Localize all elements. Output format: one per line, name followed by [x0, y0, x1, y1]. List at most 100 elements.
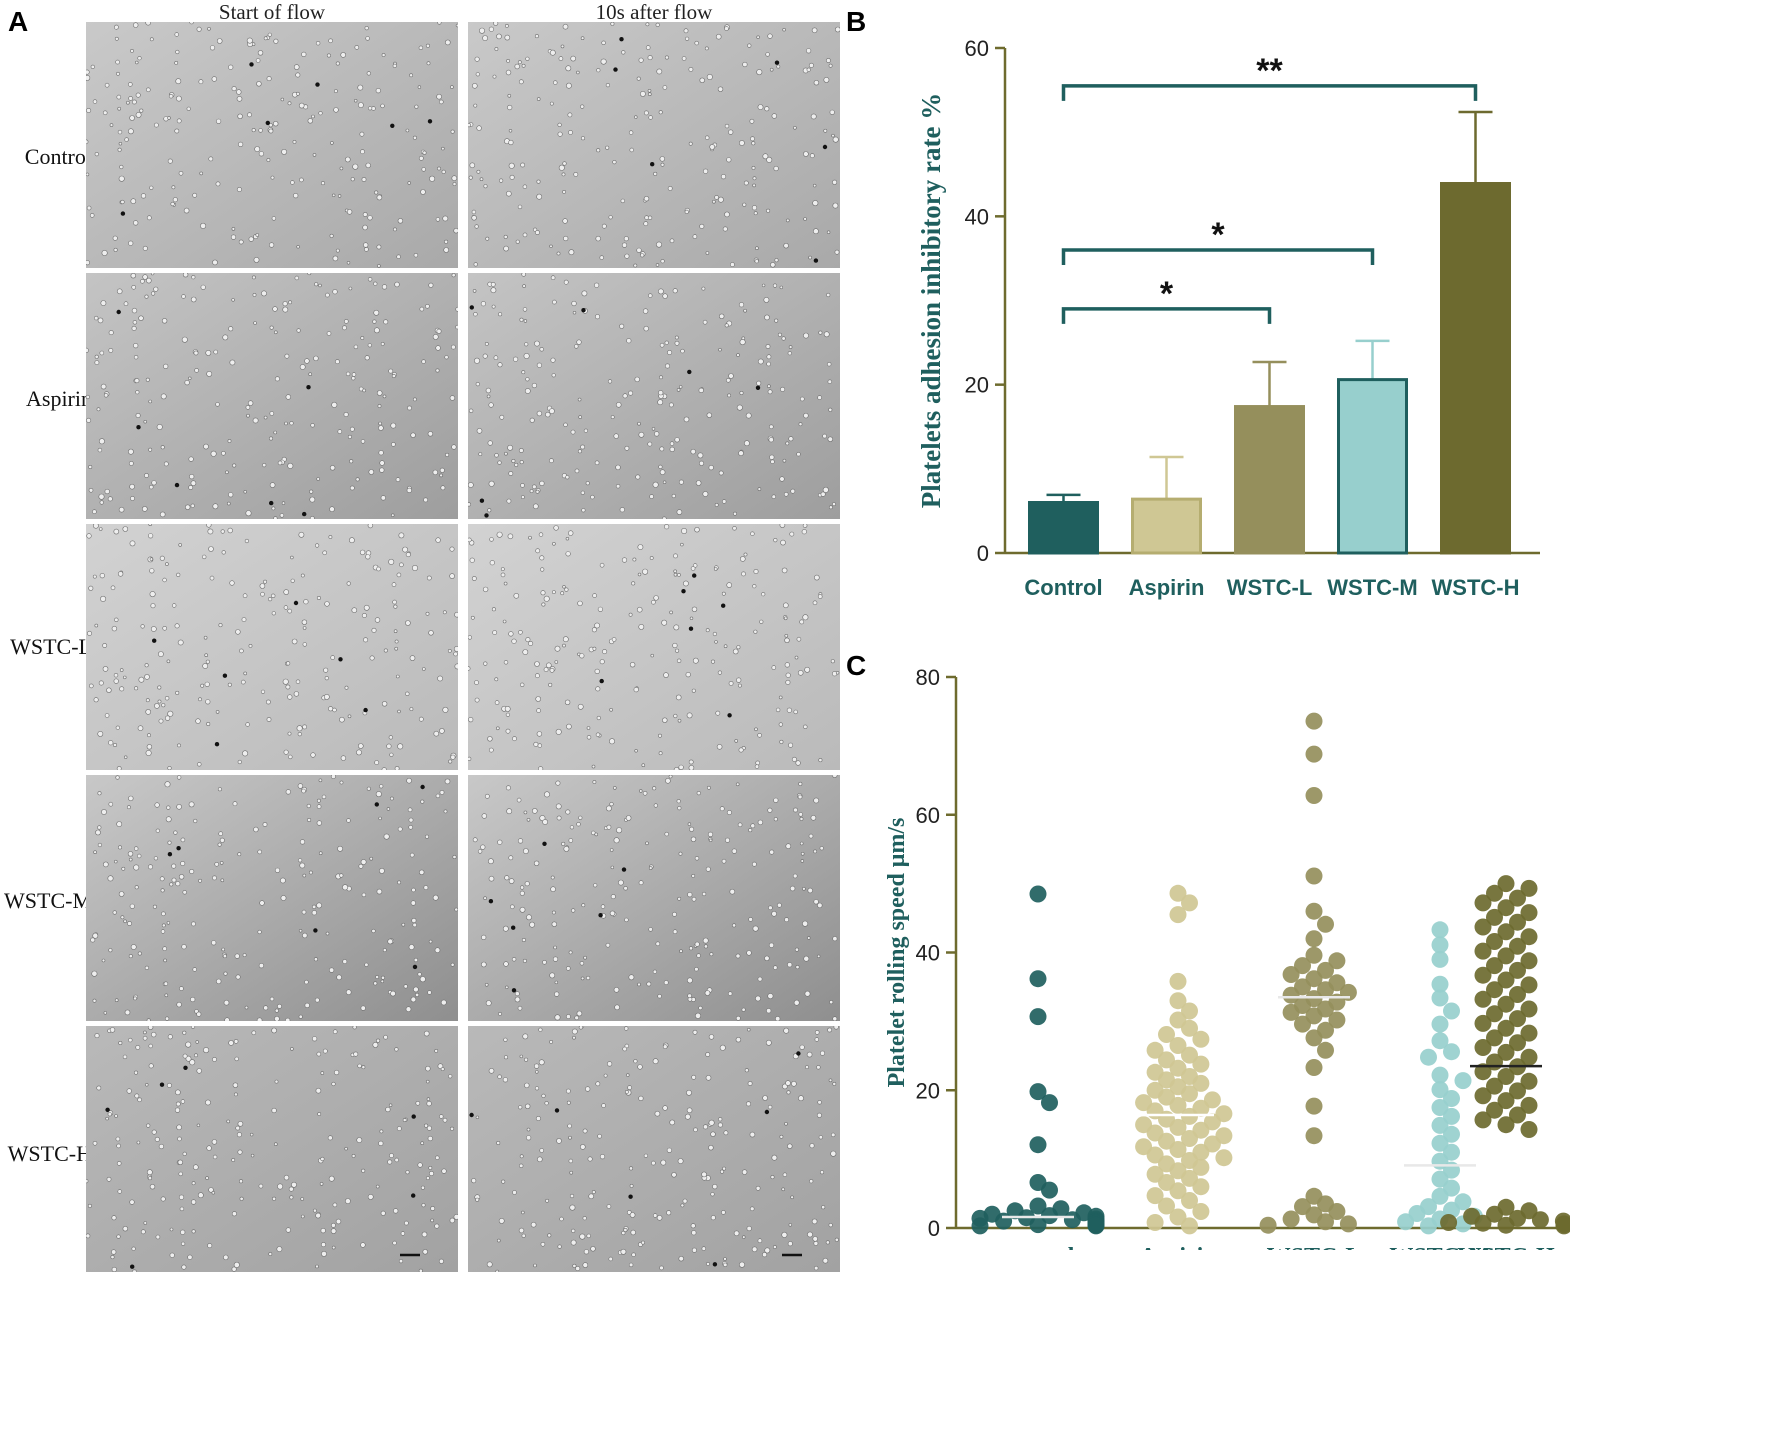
series-wstc-h [1440, 875, 1570, 1235]
data-point [1474, 894, 1492, 912]
data-point [1029, 1083, 1047, 1101]
data-point [1431, 1187, 1449, 1205]
data-point [1509, 961, 1526, 979]
data-point [1192, 1074, 1210, 1092]
micrograph-wstc-h-after [468, 1026, 840, 1272]
data-point [1146, 1146, 1164, 1164]
micrograph-wstc-h-start [86, 1026, 458, 1272]
significance-label: * [1160, 275, 1174, 313]
data-point [1497, 923, 1515, 941]
x-tick-label: WSTC-M [1389, 1244, 1490, 1250]
data-point [1474, 990, 1492, 1008]
micrograph-wstc-l-after [468, 524, 840, 770]
data-point [1328, 1011, 1346, 1029]
micrograph-texture [468, 22, 840, 268]
data-point [1486, 933, 1503, 950]
data-point [1509, 1106, 1526, 1124]
data-point [1509, 937, 1526, 955]
y-tick-label: 80 [916, 665, 940, 690]
data-point [1146, 1041, 1164, 1059]
data-point [1282, 1210, 1300, 1228]
data-point [1474, 1063, 1492, 1081]
data-point [1474, 1087, 1492, 1105]
data-point [1146, 1214, 1164, 1231]
micrograph-control-after [468, 22, 840, 268]
panel-letter-a: A [8, 6, 29, 37]
row-label-wstc-h: WSTC-H [7, 1141, 92, 1166]
data-point [1317, 981, 1334, 999]
data-point [1531, 1211, 1549, 1229]
micrograph-texture [468, 273, 840, 519]
micrograph-wstc-m-after [468, 775, 840, 1021]
data-point [1431, 921, 1449, 939]
data-point [1420, 1217, 1437, 1235]
x-tick-label: Control [1024, 575, 1102, 600]
data-point [1087, 1217, 1105, 1235]
bar-wstc-m [1337, 378, 1408, 555]
panel-letter-b: B [846, 6, 867, 37]
micrograph-texture [86, 22, 458, 268]
bar-control [1028, 501, 1099, 555]
data-point [1029, 885, 1047, 903]
data-point [1431, 1099, 1449, 1116]
data-point [1192, 1178, 1210, 1196]
data-point [1169, 1208, 1187, 1226]
data-point [1282, 986, 1300, 1004]
data-point [1181, 1192, 1198, 1209]
data-point [1041, 1094, 1058, 1112]
data-point [971, 1217, 989, 1235]
data-point [1029, 1136, 1047, 1154]
data-point [1443, 1002, 1460, 1020]
data-point [1520, 1000, 1538, 1018]
bar-chart: 0 20 40 60 Platelets adhesion inhibitory rat… [916, 36, 1540, 600]
data-point [1041, 1181, 1058, 1199]
data-point [1509, 1010, 1526, 1028]
data-point [1520, 1096, 1538, 1114]
data-point [1181, 1085, 1198, 1103]
micrograph-texture [468, 1026, 840, 1272]
data-point [1181, 1019, 1198, 1037]
data-point [1305, 712, 1323, 730]
x-tick-label: WSTC-H [1457, 1244, 1555, 1250]
data-point [1555, 1217, 1570, 1235]
data-point [1474, 918, 1492, 936]
data-point [1486, 981, 1503, 999]
data-point [1431, 936, 1449, 954]
data-point [1509, 1034, 1526, 1052]
data-point [1520, 952, 1538, 970]
data-point [1146, 1187, 1164, 1205]
data-point [1474, 1039, 1492, 1056]
data-point [1181, 1130, 1198, 1147]
x-tick-label: WSTC-L [1267, 1244, 1362, 1250]
data-point [1169, 906, 1187, 924]
data-point [1520, 1024, 1538, 1042]
row-label-control: Control [24, 144, 92, 169]
data-point [1497, 1043, 1515, 1061]
data-point [1486, 1005, 1503, 1023]
data-point [1474, 1214, 1492, 1232]
data-point [1169, 1118, 1187, 1136]
data-point [1443, 1107, 1460, 1125]
data-point [1443, 1090, 1460, 1107]
data-point [1431, 1015, 1449, 1033]
data-point [1431, 989, 1449, 1007]
data-point [1431, 1116, 1449, 1134]
data-point [1431, 1170, 1449, 1188]
micrograph-control-start [86, 22, 458, 268]
data-point [1520, 976, 1538, 994]
data-point [1520, 879, 1538, 897]
data-point [1497, 1068, 1515, 1085]
data-point [1181, 894, 1198, 912]
row-label-wstc-m: WSTC-M [4, 888, 92, 913]
scatter-chart: 0 20 40 60 80 Platelet rolling speed μm/s cont… [884, 665, 1570, 1250]
data-point [1486, 1101, 1503, 1119]
data-point [1520, 904, 1538, 922]
data-point [1305, 930, 1323, 948]
significance-bracket [1061, 307, 1272, 324]
data-point [1029, 1197, 1047, 1215]
data-point [1305, 1059, 1323, 1076]
data-point [1420, 1048, 1437, 1066]
data-point [1497, 971, 1515, 989]
series-control [971, 885, 1105, 1235]
series-wstc-l [1259, 712, 1357, 1234]
